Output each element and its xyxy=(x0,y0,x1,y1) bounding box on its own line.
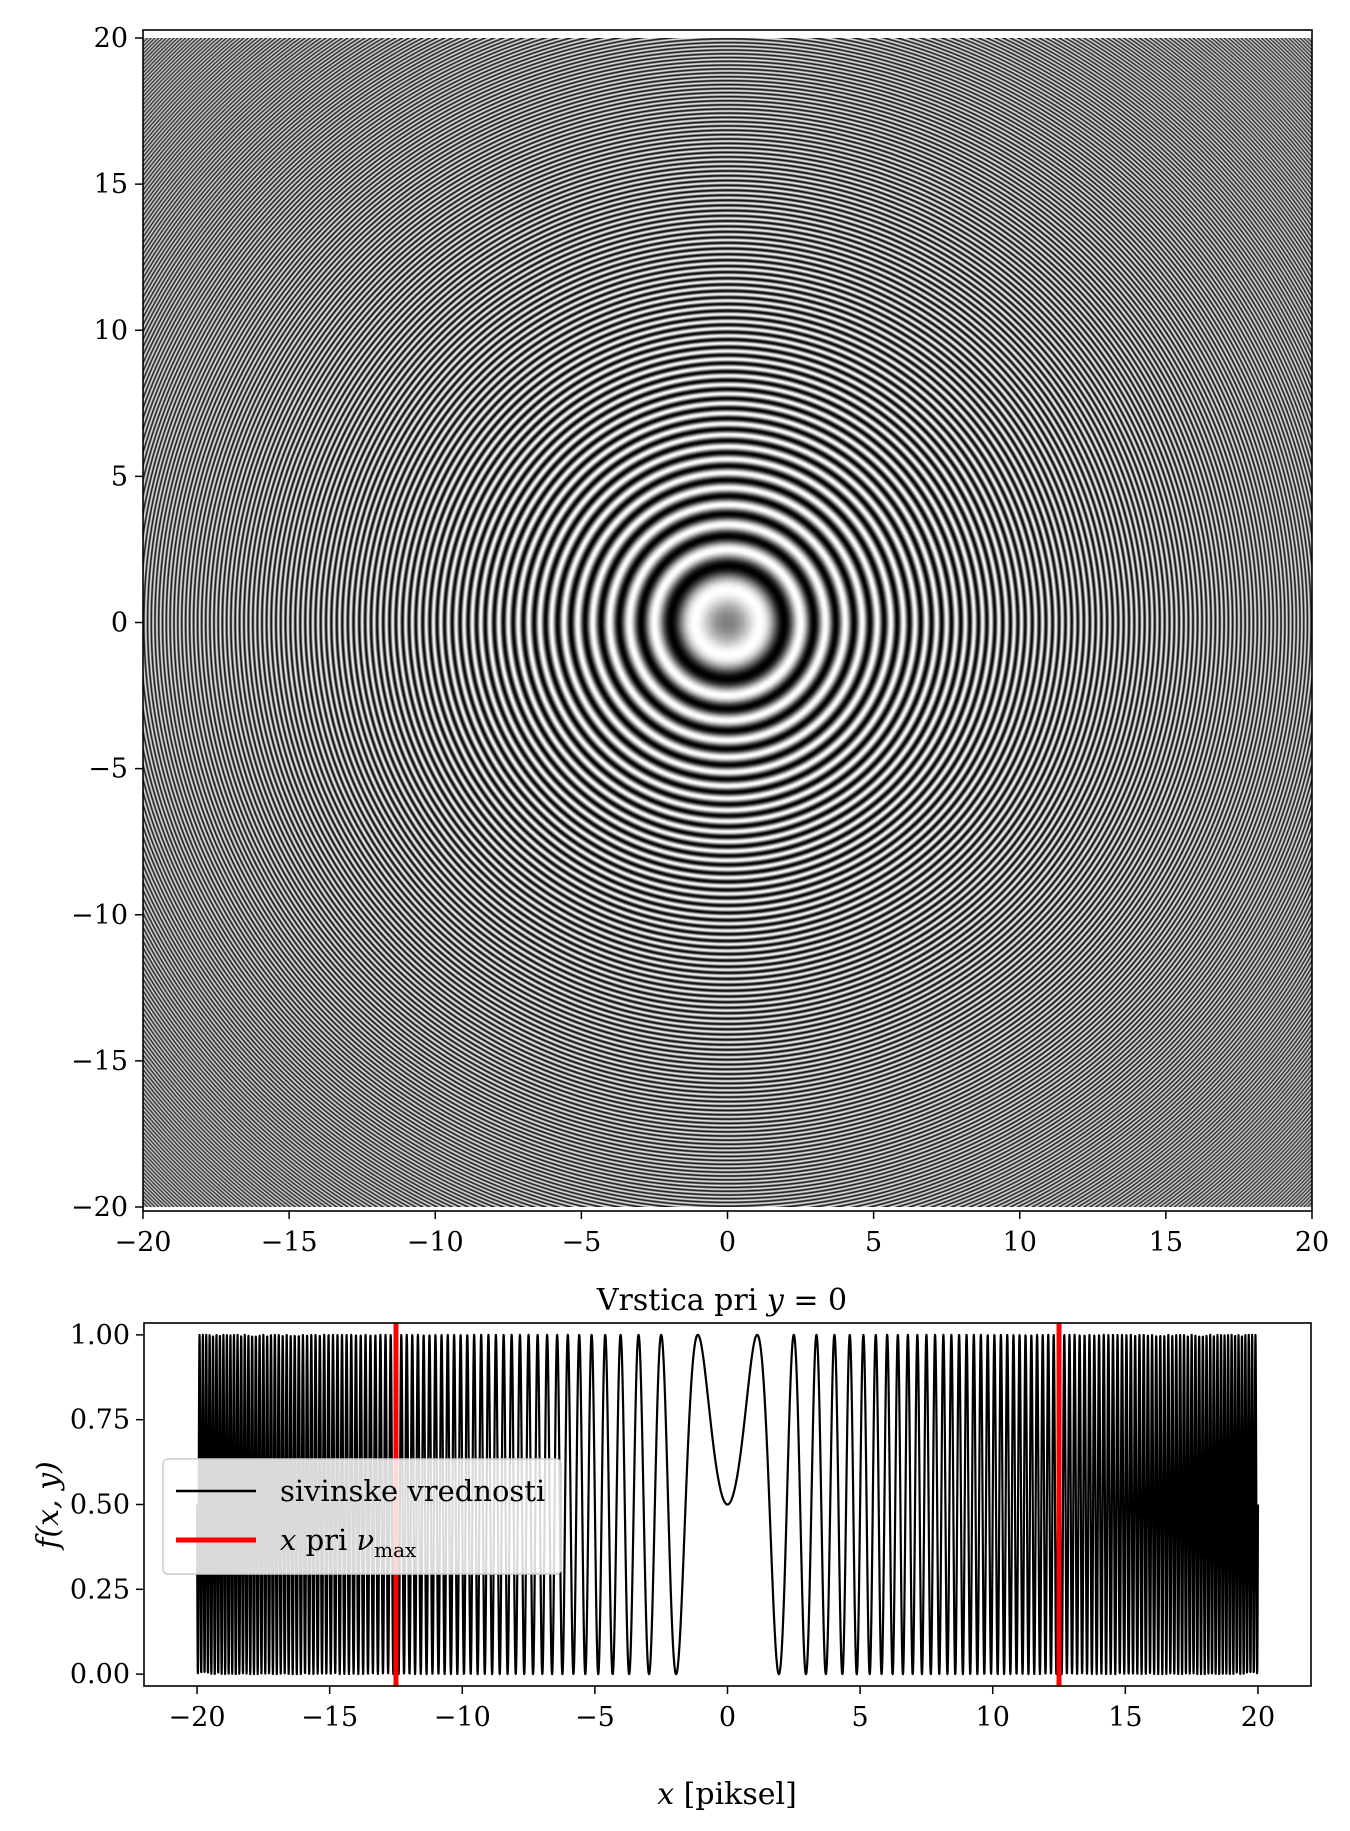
heatmap-x-tick-label: −10 xyxy=(407,1227,464,1258)
line-y-tick-label: 0.75 xyxy=(70,1405,130,1436)
heatmap-y-tick-label: 0 xyxy=(111,608,128,639)
line-y-tick-label: 0.50 xyxy=(70,1490,130,1521)
heatmap-x-tick-label: 5 xyxy=(865,1227,882,1258)
line-x-tick-label: 10 xyxy=(976,1702,1010,1733)
line-y-axis-label: f(x, y) xyxy=(31,1461,66,1550)
line-y-ticks: 0.00 0.25 0.50 0.75 1.00 xyxy=(70,1320,144,1690)
legend-label-nu-max: x pri νmax xyxy=(280,1523,417,1562)
heatmap-x-tick-label: −5 xyxy=(561,1227,601,1258)
line-y-tick-label: 1.00 xyxy=(70,1320,130,1351)
heatmap-y-tick-label: 10 xyxy=(94,315,128,346)
legend-box xyxy=(162,1458,562,1575)
heatmap-x-ticks: −20 −15 −10 −5 0 5 10 15 20 xyxy=(115,1211,1329,1258)
line-panel: Vrstica pri y = 0 −20 −15 −10 −5 0 5 10 15 20 0.… xyxy=(31,1283,1312,1812)
legend: sivinske vrednosti x pri νmax xyxy=(162,1458,562,1575)
heatmap-x-tick-label: 10 xyxy=(1003,1227,1037,1258)
line-y-tick-label: 0.00 xyxy=(70,1659,130,1690)
line-x-tick-label: −5 xyxy=(575,1702,615,1733)
line-x-tick-label: −10 xyxy=(434,1702,491,1733)
line-x-tick-label: −15 xyxy=(301,1702,358,1733)
heatmap-y-tick-label: −5 xyxy=(88,754,128,785)
line-x-ticks: −20 −15 −10 −5 0 5 10 15 20 xyxy=(169,1686,1275,1733)
heatmap-x-tick-label: −20 xyxy=(115,1227,172,1258)
heatmap-y-ticks: −20 −15 −10 −5 0 5 10 15 20 xyxy=(71,23,143,1223)
heatmap-y-tick-label: −10 xyxy=(71,900,128,931)
line-x-tick-label: 0 xyxy=(719,1702,736,1733)
heatmap-y-tick-label: 15 xyxy=(94,169,128,200)
legend-label-gray-values: sivinske vrednosti xyxy=(280,1474,545,1508)
line-chart-title: Vrstica pri y = 0 xyxy=(596,1283,847,1318)
heatmap-image xyxy=(143,38,1312,1207)
line-x-tick-label: 20 xyxy=(1241,1702,1275,1733)
line-x-tick-label: 5 xyxy=(852,1702,869,1733)
heatmap-panel: −20 −15 −10 −5 0 5 10 15 20 −20 −15 −10 −5 0 5 10 15 20 xyxy=(71,23,1329,1258)
heatmap-canvas-holder xyxy=(143,38,1312,1207)
heatmap-x-tick-label: −15 xyxy=(261,1227,318,1258)
heatmap-x-tick-label: 20 xyxy=(1295,1227,1329,1258)
heatmap-y-tick-label: −20 xyxy=(71,1192,128,1223)
heatmap-y-tick-label: 20 xyxy=(94,23,128,54)
line-x-tick-label: 15 xyxy=(1108,1702,1142,1733)
heatmap-y-tick-label: 5 xyxy=(111,461,128,492)
line-x-tick-label: −20 xyxy=(169,1702,226,1733)
line-y-tick-label: 0.25 xyxy=(70,1574,130,1605)
heatmap-y-tick-label: −15 xyxy=(71,1046,128,1077)
heatmap-x-tick-label: 0 xyxy=(719,1227,736,1258)
line-x-axis-label: x [piksel] xyxy=(657,1777,797,1812)
heatmap-x-tick-label: 15 xyxy=(1149,1227,1183,1258)
